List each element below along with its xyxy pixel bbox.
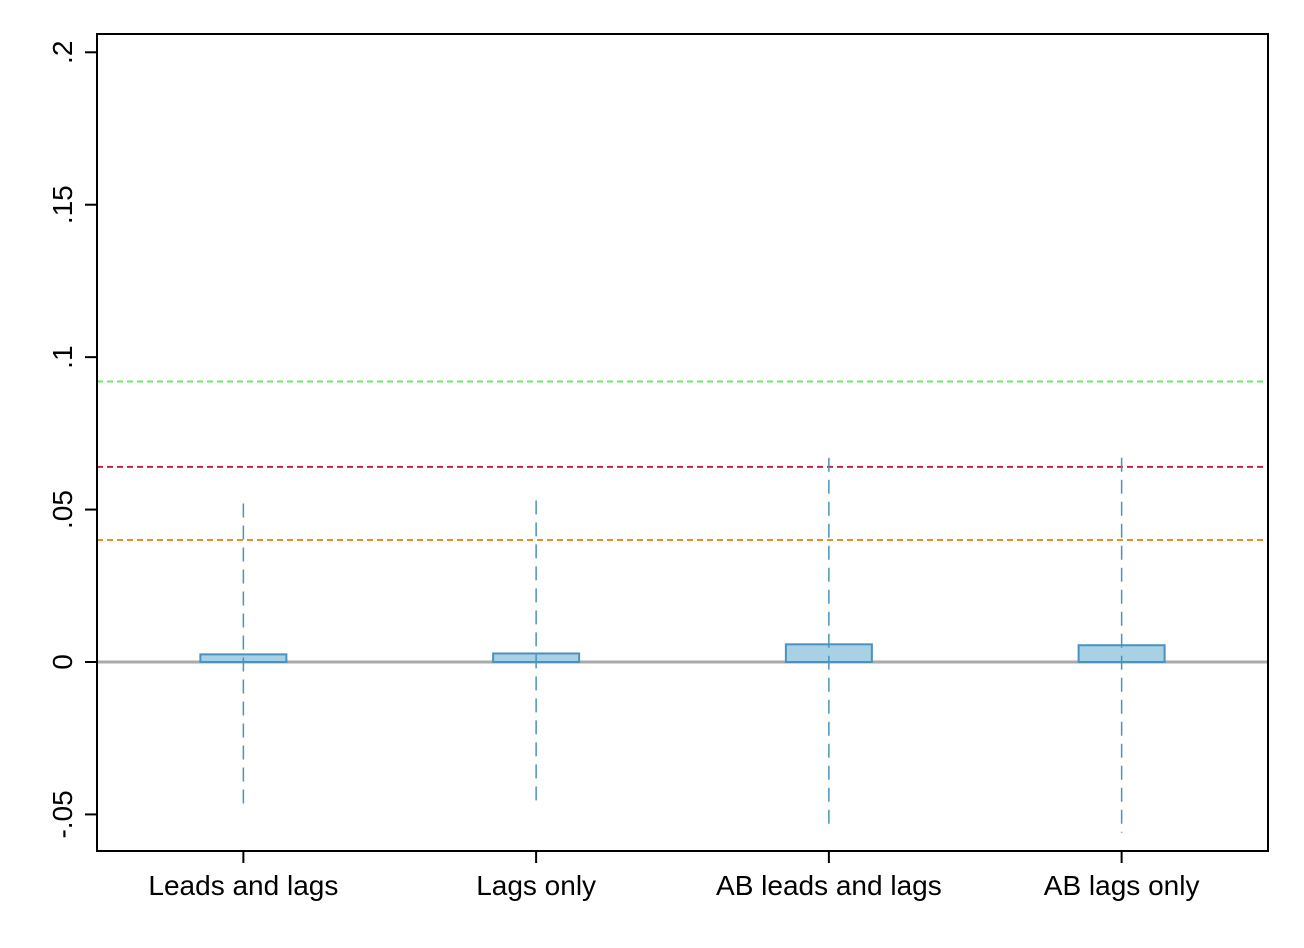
y-tick-label-3: .1 — [47, 345, 78, 368]
x-axis: Leads and lags Lags only AB leads and lags… — [148, 851, 1199, 901]
y-tick-label-0: -.05 — [47, 790, 78, 838]
bars — [199, 643, 1166, 663]
x-tick-label-2: AB leads and lags — [716, 870, 942, 901]
x-tick-label-1: Lags only — [476, 870, 596, 901]
y-tick-label-5: .2 — [47, 41, 78, 64]
reference-lines — [97, 380, 1268, 664]
y-tick-label-2: .05 — [47, 490, 78, 529]
y-tick-label-1: 0 — [47, 654, 78, 670]
plot-frame — [96, 33, 1269, 852]
y-axis: -.05 0 .05 .1 .15 .2 — [47, 41, 97, 839]
x-tick-label-3: AB lags only — [1044, 870, 1200, 901]
x-tick-label-0: Leads and lags — [148, 870, 338, 901]
y-tick-label-4: .15 — [47, 185, 78, 224]
error-bars — [242, 457, 1123, 833]
